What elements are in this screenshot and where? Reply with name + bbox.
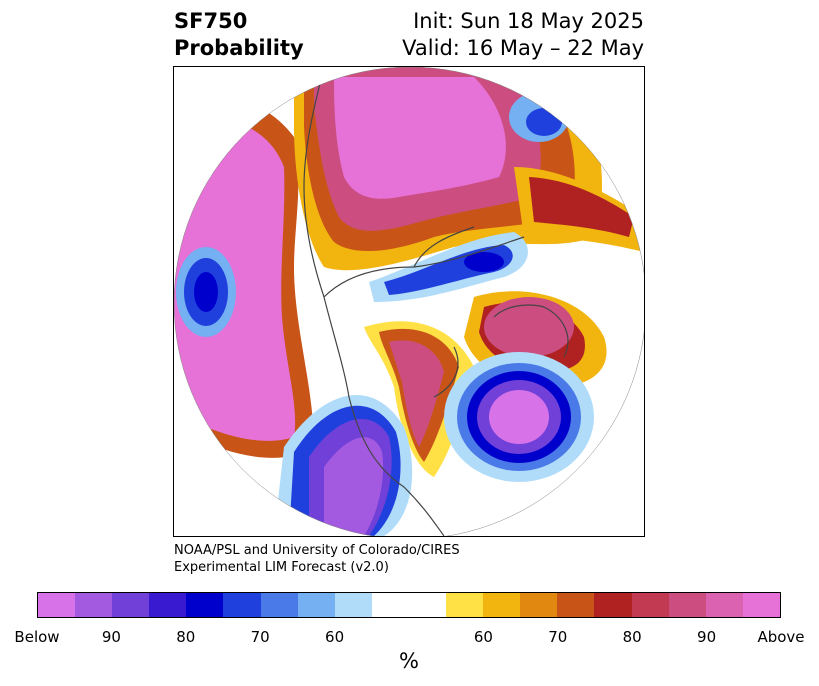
colorbar-tick-label: 70 [250, 628, 270, 646]
valid-range: Valid: 16 May – 22 May [402, 36, 644, 60]
credit-line-1: NOAA/PSL and University of Colorado/CIRE… [174, 543, 460, 558]
colorbar-swatch [223, 593, 261, 617]
colorbar-swatch [75, 593, 113, 617]
colorbar-tick-label: Above [757, 628, 805, 646]
colorbar-swatch [186, 593, 224, 617]
colorbar-tick-label: 70 [548, 628, 568, 646]
colorbar-swatch [742, 593, 780, 617]
colorbar [37, 592, 781, 618]
credit-text: NOAA/PSL and University of Colorado/CIRE… [174, 542, 460, 576]
variable-name: SF750 [174, 9, 248, 33]
map-title: SF750 Probability [174, 8, 304, 62]
colorbar-swatch [483, 593, 521, 617]
colorbar-tick-label: 60 [325, 628, 345, 646]
colorbar-swatch [38, 593, 76, 617]
variable-type: Probability [174, 36, 304, 60]
colorbar-swatch [408, 593, 447, 617]
colorbar-unit: % [399, 649, 419, 673]
colorbar-swatch [446, 593, 484, 617]
colorbar-swatch [668, 593, 706, 617]
colorbar-tick-label: 90 [697, 628, 717, 646]
colorbar-tick-label: 60 [473, 628, 493, 646]
colorbar-swatch [594, 593, 632, 617]
colorbar-swatch [112, 593, 150, 617]
colorbar-swatch [631, 593, 669, 617]
forecast-dates: Init: Sun 18 May 2025 Valid: 16 May – 22… [402, 8, 644, 62]
credit-line-2: Experimental LIM Forecast (v2.0) [174, 560, 389, 575]
colorbar-tick-label: 90 [101, 628, 121, 646]
colorbar-swatch [520, 593, 558, 617]
colorbar-tick-label: 80 [622, 628, 642, 646]
init-date: Init: Sun 18 May 2025 [413, 9, 644, 33]
colorbar-swatch [260, 593, 298, 617]
colorbar-swatch [371, 593, 409, 617]
colorbar-tick-label: Below [14, 628, 60, 646]
colorbar-swatch [149, 593, 187, 617]
colorbar-swatch [297, 593, 335, 617]
colorbar-swatch [705, 593, 743, 617]
colorbar-tick-label: 80 [176, 628, 196, 646]
polar-map [173, 66, 645, 537]
colorbar-swatch [557, 593, 595, 617]
colorbar-swatch [334, 593, 372, 617]
probability-map [174, 67, 644, 536]
